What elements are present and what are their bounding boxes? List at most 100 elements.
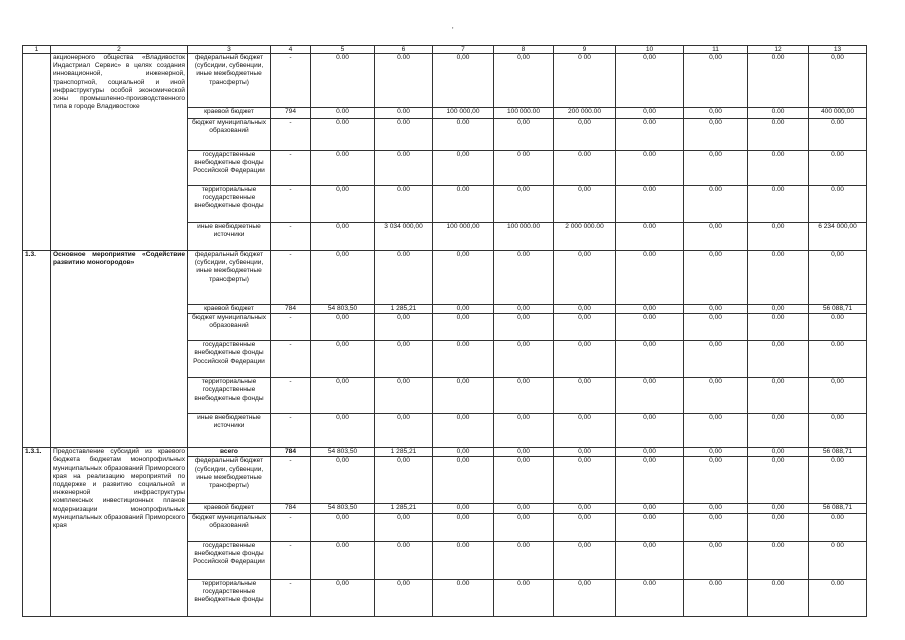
amount-cell: 0,00: [432, 250, 494, 305]
amount-cell: 0.00: [808, 578, 867, 617]
amount-cell: 0,00: [493, 118, 554, 151]
grbs-code: 784: [270, 503, 311, 514]
table-row: 1.3.1. Предоставление субсидий из краевог…: [22, 447, 867, 617]
amount-cell: 0.00: [615, 118, 684, 151]
amount-cell: 0,00: [553, 185, 616, 223]
amount-cell: 0.00: [747, 578, 809, 617]
amount-cell: 0,00: [747, 456, 809, 505]
amount-cell: 0,00: [432, 313, 494, 342]
grbs-code: 784: [270, 447, 311, 458]
amount-cell: 0.00: [374, 118, 433, 151]
amount-cell: 0,00: [615, 303, 684, 315]
amount-cell: 0.00: [432, 578, 494, 617]
amount-cell: 0,00: [553, 540, 616, 580]
funding-source: федеральный бюджет (субсидии, субвенции,…: [187, 250, 271, 305]
amount-cell: 0,00: [683, 540, 748, 580]
column-header: 11: [683, 45, 748, 54]
amount-cell: 0,00: [553, 250, 616, 305]
amount-cell: 0,00: [310, 185, 375, 223]
grbs-code: -: [270, 456, 311, 505]
amount-cell: 0,00: [683, 222, 748, 251]
amount-cell: 0.00: [432, 185, 494, 223]
amount-cell: 0,00: [683, 303, 748, 315]
table-row: бюджет муниципальных образований -0,00 0,0…: [23, 313, 867, 342]
amount-cell: 100 000.00: [493, 107, 554, 119]
table-row: бюджет муниципальных образований - 0,00 0,0…: [23, 512, 867, 542]
column-header: 10: [615, 45, 684, 54]
amount-cell: 0,00: [310, 313, 375, 342]
amount-cell: 0,00: [683, 118, 748, 151]
funding-source: бюджет муниципальных образований: [187, 313, 271, 342]
grbs-code: 794: [270, 107, 311, 119]
funding-source: бюджет муниципальных образований: [187, 118, 271, 151]
table-row: территориальные государственные внебюдже…: [23, 377, 867, 415]
grbs-code: -: [270, 313, 311, 342]
amount-cell: 0,00: [683, 340, 748, 379]
amount-cell: 0,00: [374, 512, 433, 542]
amount-cell: 0,00: [808, 377, 867, 415]
amount-cell: 0.00: [374, 107, 433, 119]
amount-cell: 0.00: [747, 53, 809, 108]
table-row: краевой бюджет 784 54 803,50 1 285,21 0,00 0,…: [23, 503, 867, 514]
amount-cell: 0,00: [310, 578, 375, 617]
amount-cell: 0,00: [432, 512, 494, 542]
amount-cell: 200 000.00: [553, 107, 616, 119]
amount-cell: 0.00: [747, 118, 809, 151]
amount-cell: 0.00: [808, 512, 867, 542]
amount-cell: 0.00: [493, 578, 554, 617]
amount-cell: 0,00: [432, 377, 494, 415]
grbs-code: -: [270, 512, 311, 542]
amount-cell: 0.00: [432, 540, 494, 580]
column-header: 3: [187, 45, 271, 54]
header-row: 1 2 3 4 5 6 7 8 9 10 11 12 13: [22, 45, 867, 54]
amount-cell: 0,00: [747, 303, 809, 315]
amount-cell: 0,00: [553, 303, 616, 315]
amount-cell: 0,00: [310, 250, 375, 305]
grbs-code: -: [270, 377, 311, 415]
amount-cell: 0.00: [310, 118, 375, 151]
funding-source: федеральный бюджет (субсидии, субвенции,…: [187, 456, 271, 505]
table-row: краевой бюджет 784 54 803,50 1 285,21 0,00 0,…: [23, 303, 867, 315]
amount-cell: 0,00: [747, 413, 809, 449]
table-row: государственные внебюджетные фонды Росси…: [23, 540, 867, 580]
amount-cell: 0,00: [683, 413, 748, 449]
amount-cell: 0,00: [553, 377, 616, 415]
amount-cell: 0,00: [615, 456, 684, 505]
amount-cell: 0.00: [747, 150, 809, 186]
amount-cell: 0,00: [553, 447, 616, 458]
page-mark: ': [452, 26, 454, 35]
item-title: Предоставление субсидий из краевого бюдж…: [50, 447, 188, 617]
amount-cell: 0.00: [615, 185, 684, 223]
amount-cell: 0.00: [374, 53, 433, 108]
amount-cell: 0.00: [310, 107, 375, 119]
funding-source: государственные внебюджетные фонды Росси…: [187, 340, 271, 379]
amount-cell: 0,00: [374, 456, 433, 505]
amount-cell: 0,00: [432, 456, 494, 505]
grbs-code: 784: [270, 303, 311, 315]
amount-cell: 0,00: [493, 303, 554, 315]
amount-cell: 0,00: [493, 447, 554, 458]
amount-cell: 0.00: [432, 118, 494, 151]
amount-cell: 0.00: [683, 185, 748, 223]
column-header: 2: [50, 45, 188, 54]
column-header: 6: [374, 45, 433, 54]
amount-cell: 0.00: [493, 250, 554, 305]
item-code: 1.3.: [22, 249, 51, 449]
amount-cell: 0,00: [493, 53, 554, 108]
amount-cell: 6 234 000,00: [808, 222, 867, 251]
amount-cell: 0.00: [747, 107, 809, 119]
amount-cell: 0.00: [374, 250, 433, 305]
amount-cell: 56 088,71: [808, 447, 867, 458]
amount-cell: 0,00: [747, 377, 809, 415]
amount-cell: 0,00: [615, 340, 684, 379]
funding-source: бюджет муниципальных образований: [187, 512, 271, 542]
grbs-code: -: [270, 118, 311, 151]
amount-cell: 400 000,00: [808, 107, 867, 119]
amount-cell: 100 000,00: [432, 107, 494, 119]
table-row: бюджет муниципальных образований -0.00 0.0…: [23, 118, 867, 151]
amount-cell: 0,00: [310, 340, 375, 379]
amount-cell: 0,00: [374, 340, 433, 379]
amount-cell: 0,00: [374, 377, 433, 415]
amount-cell: 2 000 000.00: [553, 222, 616, 251]
amount-cell: 0.00: [615, 512, 684, 542]
